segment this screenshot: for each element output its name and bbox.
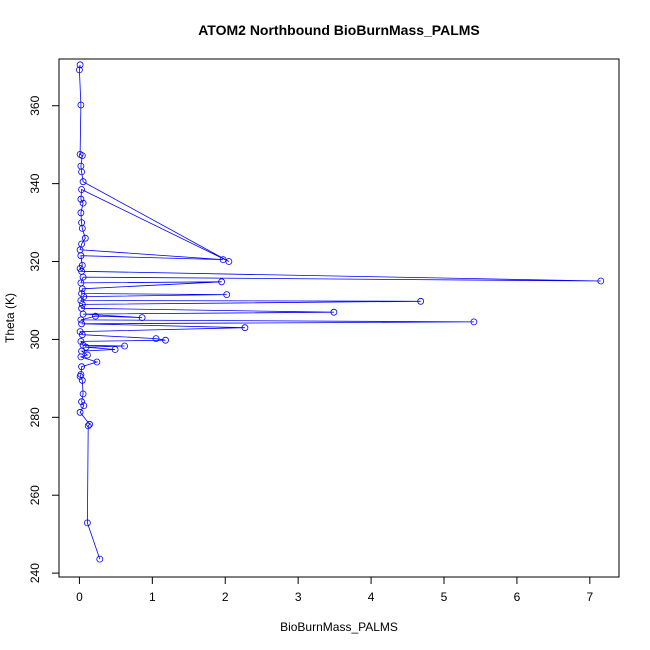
data-point [78, 224, 86, 232]
data-point [111, 346, 119, 353]
chart-title: ATOM2 Northbound BioBurnMass_PALMS [198, 22, 480, 38]
y-tick-label: 280 [28, 407, 42, 427]
data-point [84, 351, 91, 359]
data-point [219, 256, 227, 264]
data-point [86, 420, 93, 428]
data-point [79, 390, 87, 398]
data-point [77, 297, 85, 304]
x-axis: 0 1 2 3 4 5 6 7 [76, 577, 593, 604]
data-point [76, 66, 83, 74]
data-point [78, 186, 85, 193]
data-point [77, 337, 85, 345]
data-point [77, 101, 85, 109]
data-point [76, 408, 84, 416]
plot-frame [58, 58, 620, 578]
data-point [152, 335, 160, 343]
data-point [138, 314, 146, 322]
data-point [80, 402, 88, 410]
y-tick-label: 340 [28, 173, 42, 193]
y-tick-label: 240 [28, 563, 42, 583]
data-point [93, 358, 101, 366]
data-point [92, 312, 99, 320]
data-point [81, 234, 89, 242]
series-line [78, 64, 601, 560]
data-points [76, 61, 605, 563]
y-axis-label: Theta (K) [3, 293, 17, 343]
data-point [78, 152, 86, 160]
data-point [79, 273, 87, 281]
data-point [79, 310, 87, 318]
data-point [82, 343, 90, 351]
y-axis: 240 260 280 300 320 340 360 [28, 95, 59, 583]
data-point [78, 320, 85, 328]
x-tick-label: 5 [441, 590, 448, 604]
data-point [78, 398, 85, 406]
data-point [84, 422, 92, 430]
x-axis-label: BioBurnMass_PALMS [280, 620, 398, 634]
data-point [78, 331, 86, 339]
data-point [77, 316, 85, 324]
data-point [597, 277, 605, 285]
x-tick-label: 7 [586, 590, 593, 604]
data-point [330, 308, 338, 316]
x-tick-label: 3 [295, 590, 302, 604]
data-point [77, 252, 85, 260]
y-tick-label: 300 [28, 329, 42, 349]
y-tick-label: 360 [28, 95, 42, 115]
data-point [218, 278, 226, 286]
y-tick-label: 320 [28, 251, 42, 271]
data-point [77, 195, 85, 203]
data-point [121, 342, 128, 350]
data-point [417, 297, 425, 305]
x-tick-label: 6 [514, 590, 521, 604]
x-tick-label: 1 [149, 590, 156, 604]
data-point [162, 336, 169, 344]
data-point [76, 372, 84, 380]
x-tick-label: 2 [222, 590, 229, 604]
data-point [84, 519, 91, 527]
data-point [79, 178, 87, 186]
data-point [79, 199, 87, 207]
data-point [78, 168, 85, 176]
data-point [78, 376, 86, 384]
data-point [470, 318, 478, 326]
data-point [78, 285, 86, 293]
data-point [76, 61, 84, 69]
y-tick-label: 260 [28, 485, 42, 505]
data-point [78, 363, 85, 371]
data-point [96, 555, 104, 563]
data-point [223, 291, 231, 299]
data-point [241, 324, 249, 332]
x-tick-label: 4 [368, 590, 375, 604]
x-tick-label: 0 [76, 590, 83, 604]
data-point [77, 353, 85, 361]
data-point [78, 300, 86, 308]
data-point [77, 209, 85, 217]
